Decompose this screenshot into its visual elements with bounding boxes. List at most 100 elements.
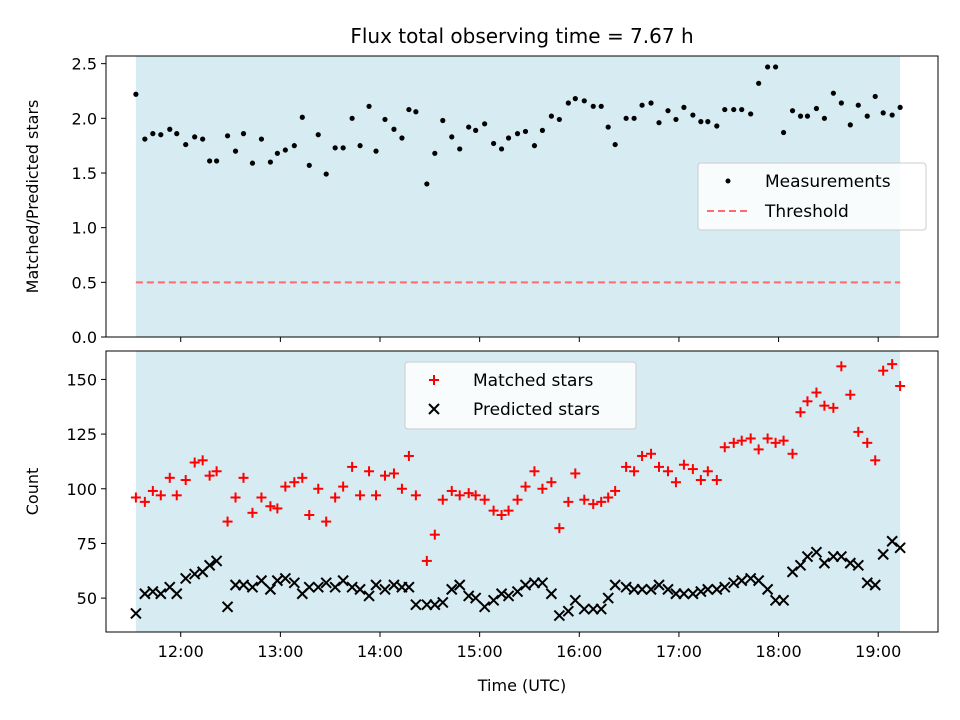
measurement-point: [581, 98, 587, 104]
x-axis-label: Time (UTC): [477, 676, 566, 695]
predicted-point-b: [835, 550, 848, 563]
predicted-point: [271, 574, 284, 587]
matched-point: [678, 459, 689, 470]
measurement-point: [514, 131, 521, 137]
measurement-point: [731, 106, 737, 113]
predicted-point: [801, 550, 814, 563]
predicted-point-b: [695, 585, 707, 598]
predicted-point: [545, 588, 558, 600]
y-tick-label: 150: [66, 370, 97, 389]
matched-point: [895, 380, 906, 391]
measurement-point: [498, 146, 505, 152]
matched-point: [304, 510, 315, 521]
matched-point: [770, 437, 781, 448]
predicted-point: [462, 590, 475, 602]
matched-point: [621, 461, 632, 472]
matched-point: [204, 470, 215, 481]
predicted-point-b: [264, 583, 277, 596]
matched-point: [662, 466, 673, 477]
measurement-point: [855, 102, 861, 108]
matched-point: [629, 466, 640, 477]
matched-point: [778, 435, 789, 446]
predicted-point-b: [303, 581, 315, 593]
matched-point: [795, 407, 806, 418]
measurement-point: [299, 114, 305, 120]
measurement-point: [150, 131, 156, 137]
matched-point: [321, 516, 332, 527]
measurement-point: [424, 181, 430, 187]
predicted-point-b: [288, 577, 301, 589]
predicted-point: [155, 588, 167, 600]
measurement-point: [897, 104, 903, 110]
predicted-point-b: [255, 574, 268, 587]
matched-point: [364, 466, 375, 477]
measurement-point: [813, 105, 820, 112]
matched-point: [139, 496, 150, 507]
matched-point: [247, 507, 258, 518]
predicted-point: [346, 581, 358, 593]
predicted-point: [653, 579, 665, 591]
matched-point: [828, 402, 839, 413]
y-tick-label: 100: [66, 480, 97, 499]
matched-point: [736, 435, 747, 446]
measurement-point: [780, 129, 787, 136]
matched-point: [753, 444, 764, 455]
x-tick-label: 12:00: [158, 642, 204, 661]
matched-point: [155, 490, 166, 501]
measurement-point: [673, 116, 679, 123]
x-tick-label: 17:00: [656, 642, 702, 661]
matched-point: [537, 483, 548, 494]
predicted-point-b: [678, 588, 690, 600]
predicted-point-b: [719, 581, 731, 593]
matched-point: [554, 523, 565, 534]
matched-point: [454, 490, 465, 501]
matched-point: [446, 485, 457, 496]
predicted-point-b: [478, 601, 491, 613]
predicted-point: [279, 572, 292, 585]
matched-point: [762, 433, 773, 444]
count-legend: Matched stars Predicted stars: [404, 361, 637, 430]
predicted-point-b: [861, 577, 873, 589]
measurement-point: [491, 140, 497, 147]
measurement-point: [207, 158, 213, 164]
predicted-point: [139, 588, 151, 600]
measurement-point: [315, 132, 321, 138]
predicted-point: [478, 601, 491, 613]
predicted-point-b: [662, 583, 674, 596]
predicted-point: [320, 577, 332, 589]
matched-point: [272, 503, 283, 514]
predicted-point: [221, 601, 234, 613]
predicted-point-b: [354, 583, 366, 596]
matched-point: [637, 450, 648, 461]
ratio-marks: [133, 64, 903, 284]
predicted-point-b: [519, 579, 532, 591]
predicted-point-b: [139, 588, 151, 600]
predicted-point: [761, 583, 774, 596]
predicted-point: [877, 548, 889, 561]
measurement-point: [698, 119, 704, 125]
predicted-point: [180, 572, 192, 585]
predicted-point-b: [687, 588, 699, 600]
predicted-point: [246, 581, 259, 593]
measurement-point: [291, 143, 297, 149]
measurement-point: [739, 106, 745, 113]
predicted-point-b: [728, 577, 740, 589]
matched-point: [610, 485, 621, 496]
matched-point: [338, 481, 349, 492]
measurement-point: [366, 103, 372, 109]
predicted-point: [454, 579, 466, 591]
predicted-point: [609, 579, 621, 591]
measurement-point: [522, 128, 529, 135]
matched-point: [711, 475, 722, 486]
predicted-point-b: [171, 588, 183, 600]
matched-point: [845, 389, 856, 400]
measurement-point: [457, 146, 463, 152]
predicted-point: [869, 579, 881, 591]
predicted-point: [636, 583, 648, 596]
matched-point: [463, 488, 474, 499]
predicted-point-b: [609, 579, 621, 591]
matched-point: [403, 450, 414, 461]
measurement-point: [183, 141, 189, 148]
measurement-point: [200, 136, 206, 142]
matched-point: [355, 490, 366, 501]
